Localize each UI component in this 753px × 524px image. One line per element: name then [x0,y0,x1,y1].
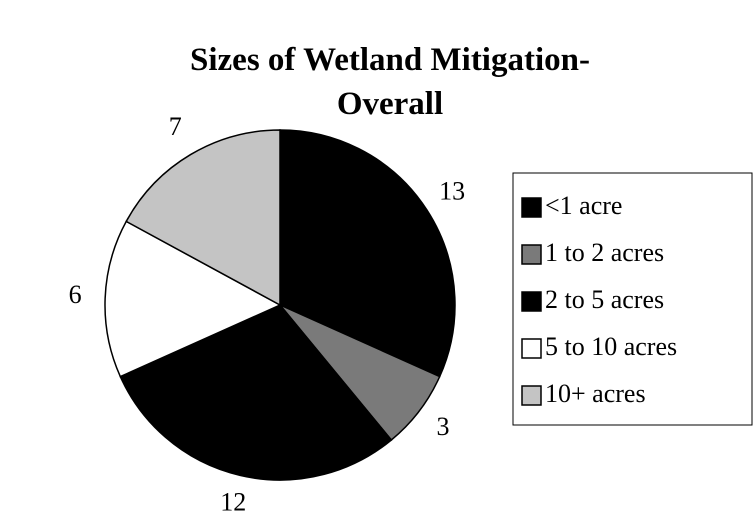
legend-swatch [521,291,542,312]
chart-title: Sizes of Wetland Mitigation- Overall [190,42,590,122]
data-label: 12 [220,488,246,517]
legend-label: 10+ acres [545,379,646,408]
pie-slice [104,220,282,378]
legend-label: 2 to 5 acres [545,285,664,314]
legend-swatch [521,338,542,359]
data-label: 3 [437,412,450,441]
legend-box [512,172,753,426]
legend-label: 5 to 10 acres [545,332,677,361]
legend-swatch [521,197,542,218]
data-label: 7 [169,112,182,141]
legend-swatch [521,244,542,265]
pie-slice [279,129,456,378]
data-label: 6 [69,280,82,309]
pie-slice [119,304,393,481]
pie-slice [125,129,281,307]
legend-label: <1 acre [545,191,622,220]
legend-swatch [521,385,542,406]
legend-label: 1 to 2 acres [545,238,664,267]
data-label: 13 [439,177,465,206]
